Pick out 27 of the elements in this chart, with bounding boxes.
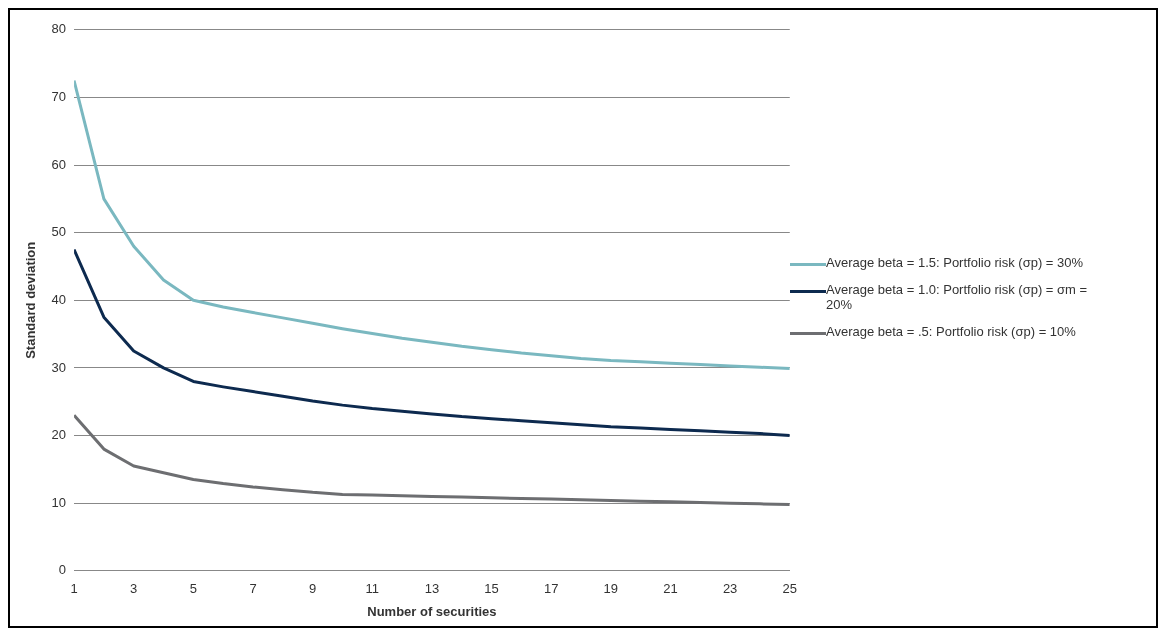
legend-label: Average beta = .5: Portfolio risk (σp) = 10%: [826, 324, 1076, 339]
y-axis-title: Standard deviation: [23, 241, 39, 359]
x-tick-label: 11: [365, 581, 380, 597]
x-tick-label: 23: [722, 581, 738, 597]
x-tick-label: 3: [130, 581, 138, 597]
y-tick-label: 60: [51, 156, 67, 172]
x-tick-label: 15: [484, 581, 499, 597]
y-tick-label: 0: [58, 562, 67, 578]
x-tick-label: 19: [603, 581, 619, 597]
y-tick-label: 20: [51, 427, 67, 443]
y-tick-label: 80: [51, 21, 67, 37]
x-tick-label: 9: [309, 581, 317, 597]
x-tick-label: 17: [543, 581, 559, 597]
y-tick-label: 50: [51, 224, 67, 240]
x-tick-label: 25: [782, 581, 797, 597]
legend-label: Average beta = 1.5: Portfolio risk (σp) = 30%: [826, 255, 1084, 270]
legend-label: Average beta = 1.0: Portfolio risk (σp) = σm = 20%: [826, 282, 1089, 312]
x-tick-label: 21: [663, 581, 678, 597]
x-tick-label: 7: [249, 581, 257, 597]
x-tick-label: 13: [424, 581, 440, 597]
y-tick-label: 70: [51, 89, 67, 104]
x-tick-label: 1: [70, 581, 78, 597]
y-tick-label: 10: [51, 494, 67, 510]
y-tick-label: 30: [51, 359, 67, 375]
x-axis-title: Number of securities: [367, 603, 497, 619]
x-tick-label: 5: [189, 581, 197, 597]
y-tick-label: 40: [51, 291, 67, 307]
